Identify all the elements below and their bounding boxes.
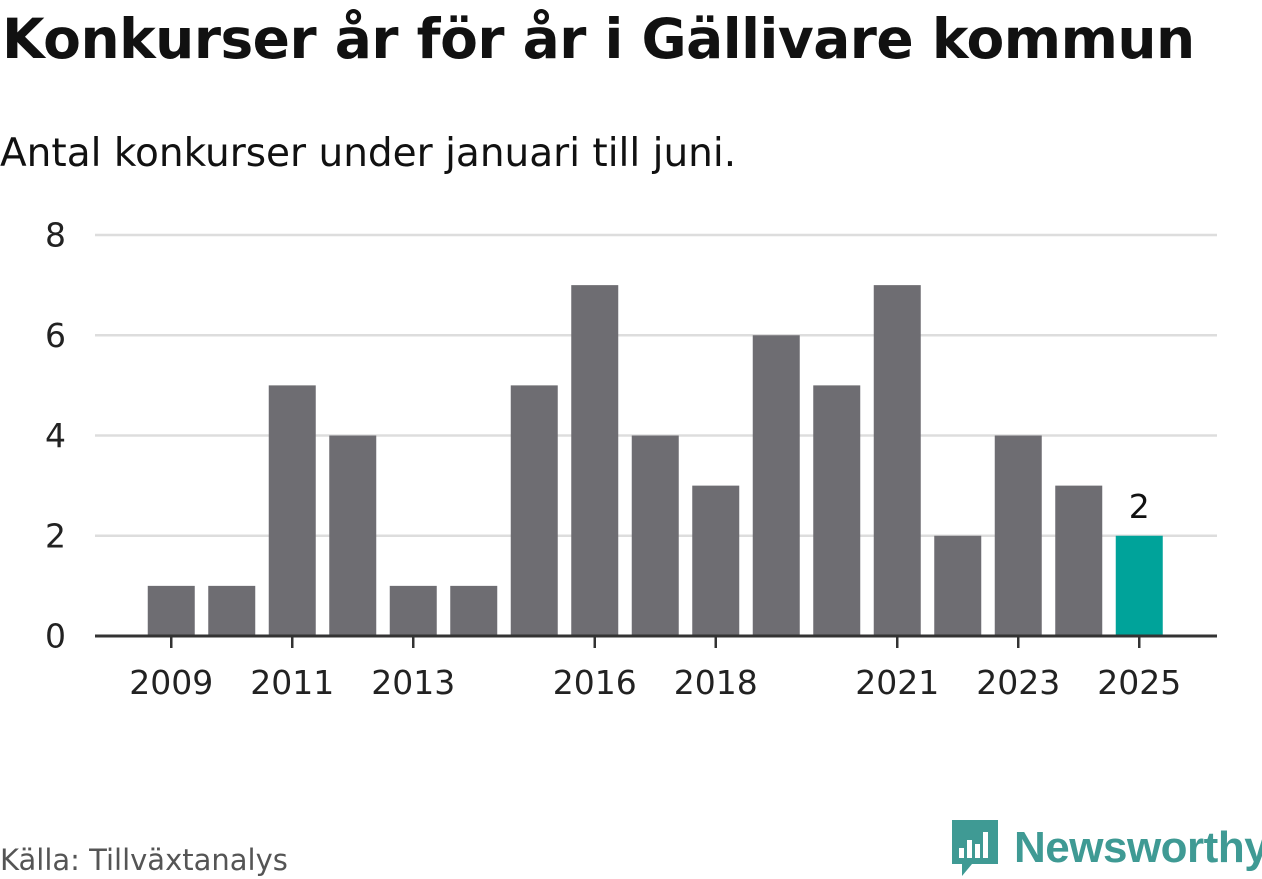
chart-title: Konkurser år för år i Gällivare kommun [2, 7, 1195, 71]
bar [994, 435, 1042, 636]
x-tick-label: 2025 [1097, 663, 1181, 702]
bar [692, 485, 740, 636]
data-labels: 2 [1129, 487, 1150, 526]
bar [813, 385, 861, 636]
y-tick-label: 2 [45, 516, 66, 555]
bar [450, 585, 498, 636]
x-tick-label: 2013 [371, 663, 455, 702]
x-axis [95, 634, 1217, 648]
y-tick-label: 4 [45, 416, 66, 455]
bar-chart: 0 2 4 6 8 2 2009 2011 2013 2016 2018 2021 2023 2025 [45, 216, 1217, 702]
bar-chart-speech-bubble-icon [952, 820, 998, 876]
y-tick-label: 0 [45, 617, 66, 656]
data-label: 2 [1129, 487, 1150, 526]
bar [631, 435, 679, 636]
bar [268, 385, 316, 636]
x-tick-label: 2011 [250, 663, 334, 702]
bar [510, 385, 558, 636]
chart-subtitle: Antal konkurser under januari till juni. [0, 131, 737, 176]
brand-name: Newsworthy [1014, 823, 1262, 872]
bar [1055, 485, 1103, 636]
x-tick-label: 2009 [129, 663, 213, 702]
bar [1115, 535, 1163, 636]
bar [873, 285, 921, 636]
bar [208, 585, 256, 636]
newsworthy-logo: Newsworthy [950, 818, 1262, 878]
bar [147, 585, 195, 636]
y-tick-label: 6 [45, 316, 66, 355]
source-note: Källa: Tillväxtanalys [0, 843, 288, 877]
bar [752, 335, 800, 636]
x-tick-label: 2021 [855, 663, 939, 702]
bar [389, 585, 437, 636]
x-axis-tick-labels: 2009 2011 2013 2016 2018 2021 2023 2025 [129, 663, 1181, 702]
y-tick-label: 8 [45, 216, 66, 255]
bars [147, 285, 1163, 636]
x-tick-label: 2018 [674, 663, 758, 702]
bar [329, 435, 377, 636]
bar [934, 535, 982, 636]
y-axis-tick-labels: 0 2 4 6 8 [45, 216, 66, 656]
bar [571, 285, 619, 636]
x-tick-label: 2016 [553, 663, 637, 702]
x-tick-label: 2023 [976, 663, 1060, 702]
